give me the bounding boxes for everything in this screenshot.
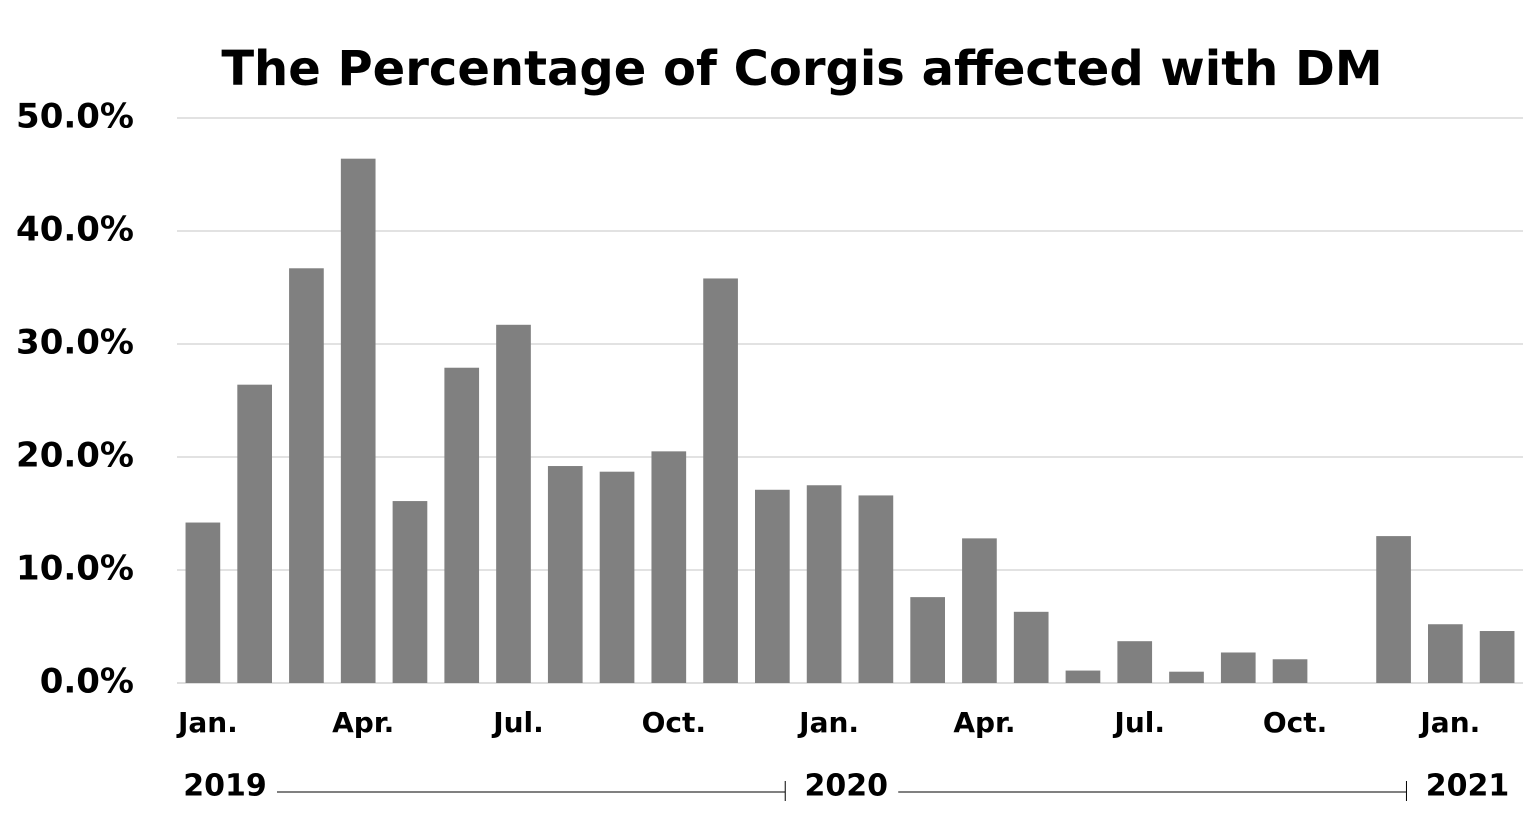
- bar: [1272, 659, 1308, 683]
- x-tick-label: Jan.: [1418, 706, 1480, 739]
- x-tick-label: Jul.: [1112, 706, 1165, 739]
- bar: [703, 278, 738, 683]
- bar: [1065, 670, 1101, 683]
- bar: [1376, 536, 1411, 683]
- year-label: 2021: [1426, 769, 1510, 804]
- bar: [1169, 671, 1204, 683]
- x-tick-label: Oct.: [642, 706, 706, 739]
- bar: [289, 268, 324, 683]
- bar: [910, 597, 945, 683]
- y-tick-label: 40.0%: [16, 210, 134, 250]
- bar: [1117, 641, 1153, 683]
- x-tick-label: Oct.: [1263, 706, 1327, 739]
- bar: [1479, 631, 1515, 683]
- bar: [858, 495, 894, 683]
- x-tick-label: Jan.: [176, 706, 238, 739]
- bar: [1013, 611, 1049, 683]
- year-label: 2020: [804, 769, 888, 804]
- bar: [1220, 652, 1256, 683]
- x-tick-label: Apr.: [332, 706, 394, 739]
- y-tick-label: 10.0%: [16, 549, 134, 589]
- x-tick-label: Jan.: [797, 706, 859, 739]
- bar: [547, 466, 583, 683]
- bar: [1428, 624, 1463, 683]
- bar: [962, 538, 997, 683]
- bar: [651, 451, 687, 683]
- bar: [806, 485, 842, 683]
- x-tick-label: Jul.: [491, 706, 544, 739]
- bar: [599, 471, 635, 683]
- bar: [237, 384, 272, 683]
- y-tick-label: 0.0%: [40, 662, 134, 702]
- y-tick-label: 50.0%: [16, 97, 134, 137]
- bar: [340, 158, 376, 683]
- bar: [444, 367, 480, 683]
- x-tick-label: Apr.: [953, 706, 1015, 739]
- bar: [755, 489, 790, 683]
- bar: [496, 324, 531, 683]
- bar: [185, 522, 221, 683]
- y-tick-label: 20.0%: [16, 436, 134, 476]
- chart-title: The Percentage of Corgis affected with D…: [221, 41, 1382, 97]
- y-tick-label: 30.0%: [16, 323, 134, 363]
- year-label: 2019: [183, 769, 267, 804]
- bar: [392, 501, 428, 683]
